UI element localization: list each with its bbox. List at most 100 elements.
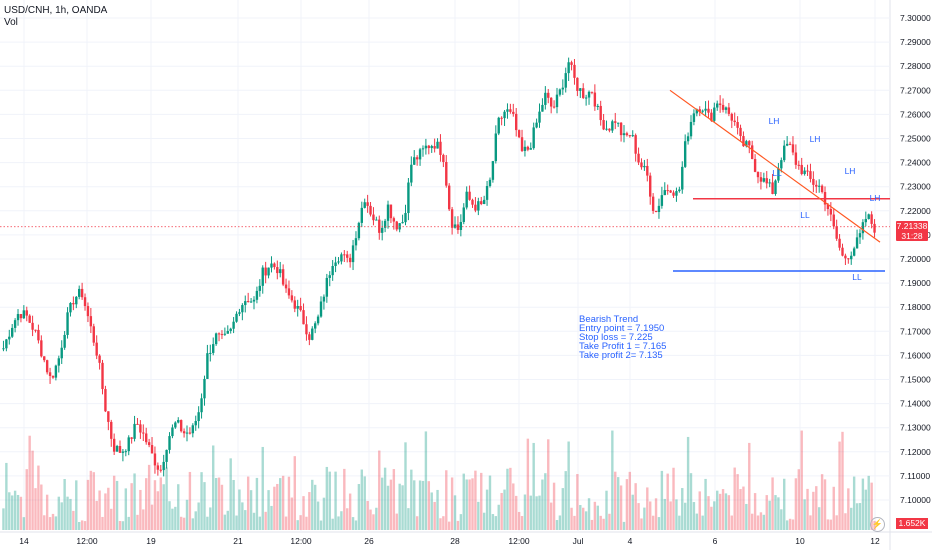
- y-tick-label: 7.24000: [900, 158, 931, 168]
- volume-bar: [284, 516, 288, 530]
- volume-bar: [392, 469, 396, 530]
- volume-bar: [701, 515, 704, 530]
- volume-bar: [780, 509, 783, 530]
- volume-bar: [497, 504, 500, 530]
- candle-body: [16, 314, 20, 321]
- candle-body: [217, 333, 221, 335]
- volume-bar: [783, 478, 786, 530]
- candle-body: [812, 178, 815, 185]
- swing-label: LL: [800, 210, 810, 220]
- volume-bar: [43, 515, 46, 530]
- volume-bar: [439, 518, 442, 530]
- volume-bar: [447, 521, 451, 530]
- volume-bar: [401, 485, 404, 530]
- volume-bar: [683, 502, 687, 530]
- candle-body: [209, 352, 212, 354]
- volume-bar: [762, 514, 766, 530]
- volume-bar: [666, 473, 669, 530]
- candle-body: [713, 107, 716, 121]
- candle-body: [302, 310, 305, 325]
- volume-bar: [273, 486, 276, 530]
- volume-bar: [867, 475, 870, 530]
- candle-body: [532, 127, 535, 149]
- candle-body: [378, 219, 381, 233]
- volume-bar: [421, 480, 425, 530]
- candle-body: [791, 144, 795, 153]
- candle-body: [153, 453, 157, 466]
- volume-bar: [555, 520, 559, 530]
- volume-bar: [75, 480, 78, 530]
- candle-body: [159, 469, 162, 471]
- candle-body: [182, 431, 186, 434]
- candle-body: [482, 199, 486, 205]
- volume-bar: [605, 490, 608, 530]
- x-tick-label: 10: [795, 536, 805, 546]
- candle-body: [832, 214, 835, 227]
- volume-bar: [500, 492, 503, 530]
- candle-body: [418, 149, 422, 160]
- candle-body: [398, 223, 401, 230]
- volume-bar: [252, 512, 256, 530]
- volume-bar: [153, 480, 157, 530]
- volume-bar: [855, 503, 859, 530]
- candle-body: [40, 340, 43, 357]
- volume-bar: [736, 474, 739, 530]
- volume-bar: [60, 502, 63, 530]
- candle-body: [366, 202, 369, 206]
- volume-bar: [625, 479, 629, 530]
- volume-bar: [191, 518, 195, 530]
- y-tick-label: 7.29000: [900, 37, 931, 47]
- volume-bar: [433, 501, 436, 530]
- candle-body: [570, 62, 573, 65]
- candle-body: [168, 436, 171, 450]
- note-line: Stop loss = 7.225: [579, 332, 653, 343]
- x-tick-label: 14: [19, 536, 29, 546]
- candle-body: [60, 347, 63, 359]
- volume-bar: [832, 486, 835, 530]
- candle-body: [748, 141, 751, 146]
- candle-body: [750, 145, 754, 160]
- candle-body: [343, 254, 346, 256]
- candle-body: [83, 297, 87, 307]
- volume-bar: [468, 479, 471, 530]
- x-tick-label: 26: [364, 536, 374, 546]
- candle-body: [284, 284, 288, 289]
- volume-bar: [415, 516, 419, 530]
- volume-bar: [480, 472, 483, 530]
- volume-bar: [124, 488, 128, 530]
- volume-bar: [389, 479, 393, 530]
- last-volume-tag: 1.652K: [896, 518, 928, 529]
- candle-body: [430, 146, 433, 149]
- candle-body: [774, 180, 777, 194]
- volume-bar: [841, 431, 844, 530]
- volume-bar: [587, 498, 591, 530]
- volume-bar: [739, 489, 742, 530]
- volume-bar: [171, 508, 174, 530]
- volume-bar: [485, 489, 489, 530]
- volume-bar: [357, 484, 361, 530]
- candle-body: [721, 104, 725, 110]
- volume-bar: [354, 520, 358, 530]
- candle-body: [797, 164, 800, 166]
- candle-body: [115, 445, 119, 452]
- candle-body: [25, 310, 28, 316]
- candle-body: [369, 205, 372, 215]
- volume-bar: [733, 467, 736, 530]
- volume-bar: [800, 430, 803, 530]
- candle-body: [130, 437, 133, 439]
- volume-bar: [681, 488, 684, 530]
- volume-bar: [488, 475, 492, 530]
- candle-body: [517, 130, 521, 138]
- candle-body: [666, 190, 669, 192]
- candle-body: [110, 421, 113, 439]
- candle-body: [258, 285, 262, 291]
- volume-bar: [675, 499, 678, 530]
- candle-body: [605, 128, 608, 130]
- candle-body: [413, 157, 416, 165]
- reset-scale-icon[interactable]: ⚡: [870, 517, 885, 532]
- trade-note[interactable]: Bearish Trend Entry point = 7.1950 Stop …: [579, 315, 666, 361]
- candle-body: [37, 329, 40, 341]
- volume-bar: [646, 487, 649, 530]
- volume-bar: [89, 470, 93, 530]
